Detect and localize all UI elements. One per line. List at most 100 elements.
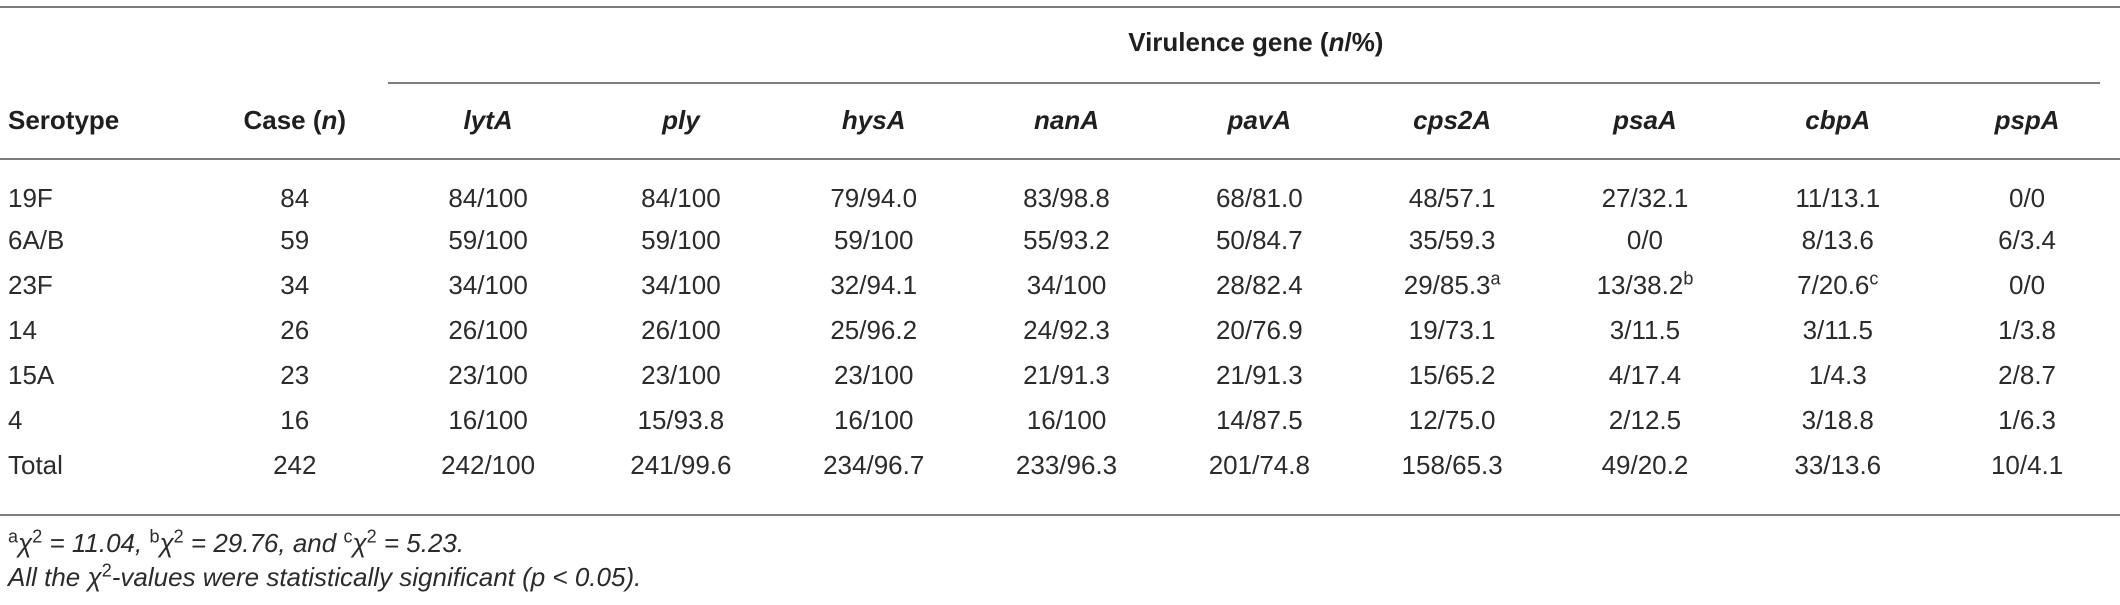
value-cell: 48/57.1 [1408, 182, 1496, 213]
value-cell: 16/100 [1026, 405, 1107, 435]
value-cell: 11/13.1 [1795, 182, 1881, 213]
value-cell: 55/93.2 [1023, 225, 1110, 255]
serotype-cell: 15A [8, 360, 55, 390]
value-cell: 3/18.8 [1801, 405, 1874, 435]
serotype-cell: 4 [8, 405, 23, 435]
value-cell: 6/3.4 [1998, 225, 2056, 255]
footnote-significance: All the χ2-values were statistically sig… [8, 560, 642, 592]
value-cell: 23/100 [641, 360, 721, 390]
value-cell: 23/100 [448, 360, 528, 390]
value-cell: 7/20.6c [1797, 268, 1879, 300]
value-cell: 10/4.1 [1990, 450, 2064, 480]
virulence-gene-header: Virulence gene (n/%) [1128, 26, 1384, 57]
col-pavA: pavA [1227, 104, 1292, 135]
value-cell: 29/85.3a [1403, 268, 1501, 300]
group-header-rule [388, 82, 2100, 84]
col-pspA: pspA [1994, 104, 2060, 135]
footnote-mark-a: a [1490, 268, 1501, 289]
value-cell: 15/93.8 [637, 405, 725, 435]
value-cell: 2/12.5 [1608, 405, 1682, 435]
group-header-row: Virulence gene (n/%) [0, 0, 2120, 82]
case-cell: 84 [280, 182, 310, 213]
value-cell: 84/100 [448, 182, 528, 213]
value-cell: 242/100 [441, 450, 536, 480]
value-cell: 59/100 [641, 225, 721, 255]
column-header-row: Serotype Case (n) lytA ply hysA nanA pav… [0, 82, 2120, 158]
value-cell: 35/59.3 [1408, 225, 1496, 255]
col-psaA: psaA [1613, 104, 1677, 135]
column-header-rule [0, 158, 2120, 160]
col-lytA: lytA [463, 104, 513, 135]
value-cell: 49/20.2 [1601, 450, 1689, 480]
table-top-rule [0, 6, 2120, 8]
footnote-mark-b: b [1683, 268, 1694, 289]
value-cell: 12/75.0 [1408, 405, 1496, 435]
value-cell: 28/82.4 [1215, 270, 1303, 300]
case-cell: 34 [280, 270, 310, 300]
value-cell: 68/81.0 [1215, 182, 1303, 213]
virulence-gene-table: Virulence gene (n/%) Serotype Case (n) l… [0, 0, 2120, 481]
value-cell: 233/96.3 [1015, 450, 1118, 480]
value-cell: 21/91.3 [1215, 360, 1303, 390]
value-cell: 19/73.1 [1408, 315, 1496, 345]
value-cell: 84/100 [641, 182, 721, 213]
value-cell: 0/0 [1626, 225, 1664, 255]
value-cell: 8/13.6 [1801, 225, 1874, 255]
case-cell: 242 [273, 450, 317, 480]
value-cell: 32/94.1 [830, 270, 918, 300]
serotype-cell: 6A/B [8, 225, 65, 255]
case-cell: 23 [280, 360, 310, 390]
value-cell: 2/8.7 [1998, 360, 2056, 390]
case-cell: 26 [280, 315, 310, 345]
value-cell: 20/76.9 [1215, 315, 1303, 345]
col-cps2A: cps2A [1413, 104, 1492, 135]
col-cbpA: cbpA [1805, 104, 1871, 135]
value-cell: 24/92.3 [1023, 315, 1110, 345]
value-cell: 59/100 [833, 225, 914, 255]
value-cell: 201/74.8 [1208, 450, 1310, 480]
table-row: 4 16 16/100 15/93.8 16/100 16/100 14/87.… [0, 398, 2120, 443]
value-cell: 34/100 [641, 270, 721, 300]
table-row: 19F 84 84/100 84/100 79/94.0 83/98.8 68/… [0, 158, 2120, 218]
value-cell: 26/100 [641, 315, 721, 345]
value-cell: 234/96.7 [823, 450, 925, 480]
value-cell: 34/100 [1026, 270, 1107, 300]
col-nanA: nanA [1034, 104, 1100, 135]
value-cell: 3/11.5 [1609, 315, 1681, 345]
value-cell: 4/17.4 [1608, 360, 1682, 390]
serotype-cell: 23F [8, 270, 53, 300]
value-cell: 1/3.8 [1998, 315, 2056, 345]
value-cell: 15/65.2 [1408, 360, 1496, 390]
table-bottom-rule [0, 514, 2120, 516]
case-cell: 59 [280, 225, 310, 255]
table-row: 14 26 26/100 26/100 25/96.2 24/92.3 20/7… [0, 308, 2120, 353]
value-cell: 33/13.6 [1794, 450, 1882, 480]
value-cell: 59/100 [448, 225, 528, 255]
col-ply: ply [662, 104, 700, 135]
value-cell: 241/99.6 [630, 450, 732, 480]
value-cell: 50/84.7 [1215, 225, 1303, 255]
col-serotype: Serotype [8, 104, 120, 135]
value-cell: 158/65.3 [1401, 450, 1503, 480]
value-cell: 27/32.1 [1601, 182, 1689, 213]
value-cell: 13/38.2b [1596, 268, 1694, 300]
table-footnotes: aχ2 = 11.04, bχ2 = 29.76, and cχ2 = 5.23… [8, 526, 2108, 594]
serotype-cell: Total [8, 450, 63, 480]
value-cell: 0/0 [2009, 182, 2046, 213]
case-cell: 16 [280, 405, 310, 435]
footnote-chi-square-values: aχ2 = 11.04, bχ2 = 29.76, and cχ2 = 5.23… [8, 526, 465, 558]
table-row: 6A/B 59 59/100 59/100 59/100 55/93.2 50/… [0, 218, 2120, 263]
col-case: Case (n) [243, 104, 347, 135]
footnote-mark-c: c [1869, 268, 1879, 289]
value-cell: 0/0 [2009, 270, 2046, 300]
serotype-cell: 14 [8, 315, 37, 345]
value-cell: 83/98.8 [1023, 182, 1110, 213]
table-row: 23F 34 34/100 34/100 32/94.1 34/100 28/8… [0, 263, 2120, 308]
value-cell: 1/4.3 [1808, 360, 1867, 390]
value-cell: 25/96.2 [830, 315, 918, 345]
value-cell: 16/100 [833, 405, 914, 435]
value-cell: 26/100 [448, 315, 528, 345]
value-cell: 23/100 [833, 360, 914, 390]
value-cell: 34/100 [448, 270, 528, 300]
